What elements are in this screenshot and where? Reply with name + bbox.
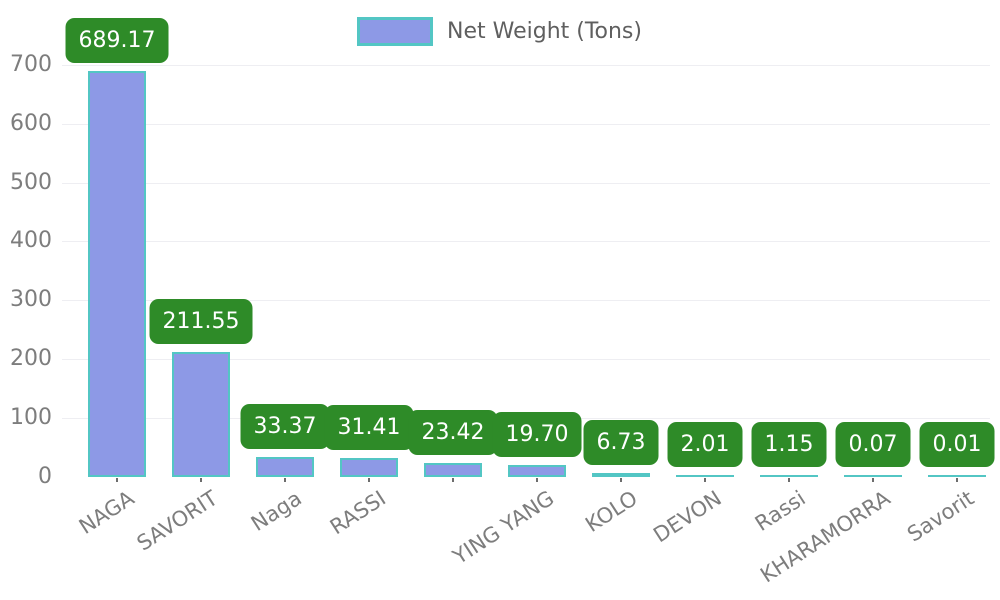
x-tick-mark [704, 478, 706, 482]
x-tick-mark [872, 478, 874, 482]
bar [424, 463, 482, 477]
y-axis-tick-label: 0 [38, 464, 52, 489]
x-axis-tick-label: DEVON [649, 486, 727, 548]
bar-value-label: 211.55 [149, 299, 253, 345]
x-axis-tick-label: Savorit [902, 486, 979, 547]
x-axis-tick-label: Naga [247, 486, 307, 536]
bar-value-label: 31.41 [324, 405, 414, 451]
gridline [62, 64, 990, 66]
y-axis-tick-label: 100 [10, 405, 52, 431]
y-axis-tick-label: 200 [10, 346, 52, 372]
bar [340, 458, 398, 477]
gridline [62, 300, 990, 302]
y-axis-tick-label: 600 [10, 110, 52, 136]
bar-value-label: 2.01 [667, 421, 743, 467]
bar [928, 474, 986, 477]
x-axis-tick-label: RASSI [325, 486, 391, 540]
bar-value-label: 23.42 [408, 410, 498, 456]
bar [172, 352, 230, 477]
x-tick-mark [200, 478, 202, 482]
x-tick-mark [368, 478, 370, 482]
x-tick-mark [956, 478, 958, 482]
bar [88, 71, 146, 477]
bar [760, 474, 818, 477]
bar [508, 465, 566, 477]
bar-value-label: 19.70 [492, 412, 582, 458]
legend-swatch-icon [357, 17, 433, 46]
x-tick-mark [536, 478, 538, 482]
legend-label: Net Weight (Tons) [447, 19, 642, 44]
bar-value-label: 0.07 [835, 421, 911, 467]
x-tick-mark [452, 478, 454, 482]
bar-value-label: 1.15 [751, 421, 827, 467]
bar [256, 457, 314, 477]
gridline [62, 359, 990, 361]
x-tick-mark [116, 478, 118, 482]
x-tick-mark [284, 478, 286, 482]
y-axis-tick-label: 500 [10, 169, 52, 195]
bar-value-label: 6.73 [583, 420, 659, 466]
x-tick-mark [620, 478, 622, 482]
y-axis-tick-label: 400 [10, 228, 52, 254]
x-axis-tick-label: SAVORIT [132, 486, 223, 556]
bar [676, 474, 734, 477]
y-axis-tick-label: 300 [10, 287, 52, 313]
bar [844, 474, 902, 477]
bar-value-label: 33.37 [240, 404, 330, 450]
x-axis-tick-label: NAGA [74, 486, 139, 540]
bar [592, 473, 650, 478]
x-axis-tick-label: Rassi [751, 486, 811, 536]
gridline [62, 241, 990, 243]
x-axis-tick-label: KOLO [581, 486, 643, 537]
gridline [62, 123, 990, 125]
bar-value-label: 689.17 [65, 18, 169, 64]
y-axis-tick-label: 700 [10, 51, 52, 77]
x-tick-mark [788, 478, 790, 482]
x-axis-tick-label: YING YANG [448, 486, 559, 569]
gridline [62, 182, 990, 184]
bar-value-label: 0.01 [919, 421, 995, 467]
